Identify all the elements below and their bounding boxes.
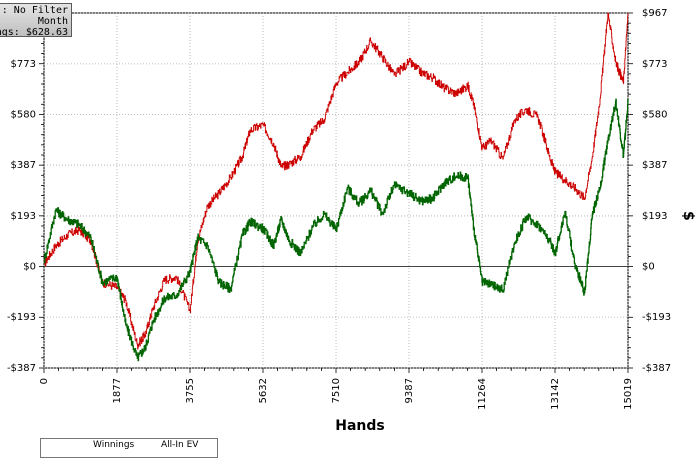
- y-tick-label-left: $193: [11, 211, 36, 222]
- y-tick-label-right: $193: [642, 211, 667, 222]
- info-panel: : No Filter Month ngs: $628.63: [0, 3, 72, 37]
- x-tick-label: 9387: [404, 378, 415, 403]
- filter-label: : No Filter: [1, 5, 68, 16]
- y-axis-label: $: [680, 211, 696, 221]
- y-tick-label-right: $0: [642, 262, 655, 273]
- winnings-label: ngs: $628.63: [0, 27, 68, 37]
- x-tick-label: 0: [39, 378, 50, 384]
- series-line-all-in-ev: [43, 12, 629, 350]
- x-tick-label: 11264: [477, 378, 488, 410]
- x-tick-label: 3755: [185, 378, 196, 403]
- y-tick-label-left: $580: [11, 109, 36, 120]
- y-tick-label-left: -$387: [7, 363, 36, 374]
- x-tick-label: 7510: [331, 378, 342, 403]
- series-line-winnings: [43, 98, 629, 362]
- y-tick-label-right: -$193: [642, 312, 671, 323]
- legend-label-winnings: Winnings: [93, 440, 135, 450]
- y-tick-label-left: $387: [11, 160, 36, 171]
- x-tick-label: 1877: [112, 378, 123, 403]
- y-tick-label-right: $967: [642, 8, 667, 19]
- y-tick-label-right: $580: [642, 109, 667, 120]
- period-label: Month: [37, 16, 68, 27]
- y-tick-label-right: -$387: [642, 363, 671, 374]
- y-tick-label-left: $773: [11, 59, 36, 70]
- y-tick-label-left: -$193: [7, 312, 36, 323]
- x-tick-label: 15019: [623, 378, 634, 410]
- y-tick-label-right: $773: [642, 59, 667, 70]
- legend-label-all-in-ev: All-In EV: [161, 440, 199, 450]
- x-tick-label: 5632: [258, 378, 269, 403]
- winnings-graph: -$387 -$387 -$193 -$193 $0 $0 $193 $193 $387 $387…: [7, 8, 696, 444]
- y-tick-label-right: $387: [642, 160, 667, 171]
- chart-canvas: -$387 -$387 -$193 -$193 $0 $0 $193 $193 $387 $387…: [7, 8, 696, 444]
- x-axis-label: Hands: [335, 418, 385, 434]
- legend: Winnings All-In EV: [40, 438, 218, 458]
- y-tick-label-left: $0: [23, 262, 36, 273]
- x-tick-label: 13142: [550, 378, 561, 410]
